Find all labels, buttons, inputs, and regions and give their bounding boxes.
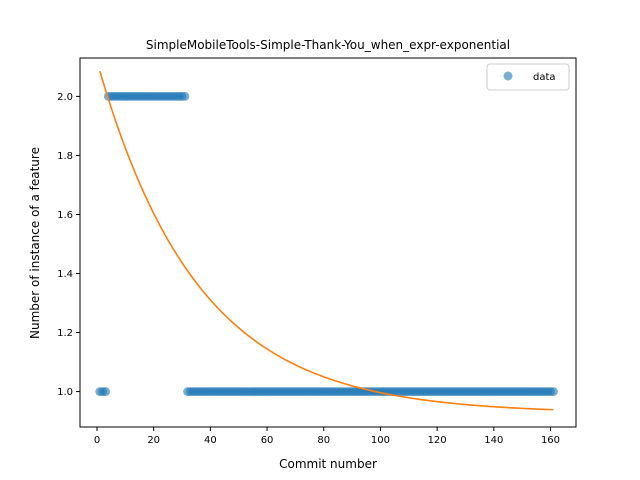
- plot-frame: [79, 57, 577, 428]
- x-tick-label: 40: [204, 435, 217, 446]
- x-axis-label: Commit number: [279, 457, 377, 471]
- legend-marker-data: [503, 71, 513, 81]
- data-point: [548, 387, 558, 397]
- x-tick-label: 80: [317, 435, 330, 446]
- x-tick-label: 120: [428, 435, 447, 446]
- y-tick-label: 1.6: [57, 210, 73, 221]
- y-axis: 1.0 1.2 1.4 1.6 1.8 2.0: [57, 92, 80, 398]
- x-tick-label: 100: [371, 435, 390, 446]
- x-tick-label: 140: [484, 435, 503, 446]
- x-axis: 0 20 40 60 80 100 120 140 160: [94, 427, 560, 446]
- fit-line: [99, 70, 554, 411]
- y-tick-label: 2.0: [57, 92, 73, 103]
- chart-title: SimpleMobileTools-Simple-Thank-You_when_…: [146, 38, 510, 52]
- y-tick-label: 1.4: [57, 269, 73, 280]
- x-tick-label: 60: [261, 435, 274, 446]
- legend-label-data: data: [533, 72, 556, 83]
- plot-area: [95, 70, 558, 411]
- data-point: [180, 91, 190, 101]
- y-tick-label: 1.8: [57, 151, 73, 162]
- x-tick-label: 0: [94, 435, 100, 446]
- x-tick-label: 160: [541, 435, 560, 446]
- y-axis-label: Number of instance of a feature: [28, 147, 42, 339]
- y-tick-label: 1.2: [57, 328, 73, 339]
- data-point: [101, 387, 111, 397]
- y-tick-label: 1.0: [57, 387, 73, 398]
- legend-box: [486, 63, 570, 91]
- x-tick-label: 20: [147, 435, 160, 446]
- legend: data: [486, 63, 570, 91]
